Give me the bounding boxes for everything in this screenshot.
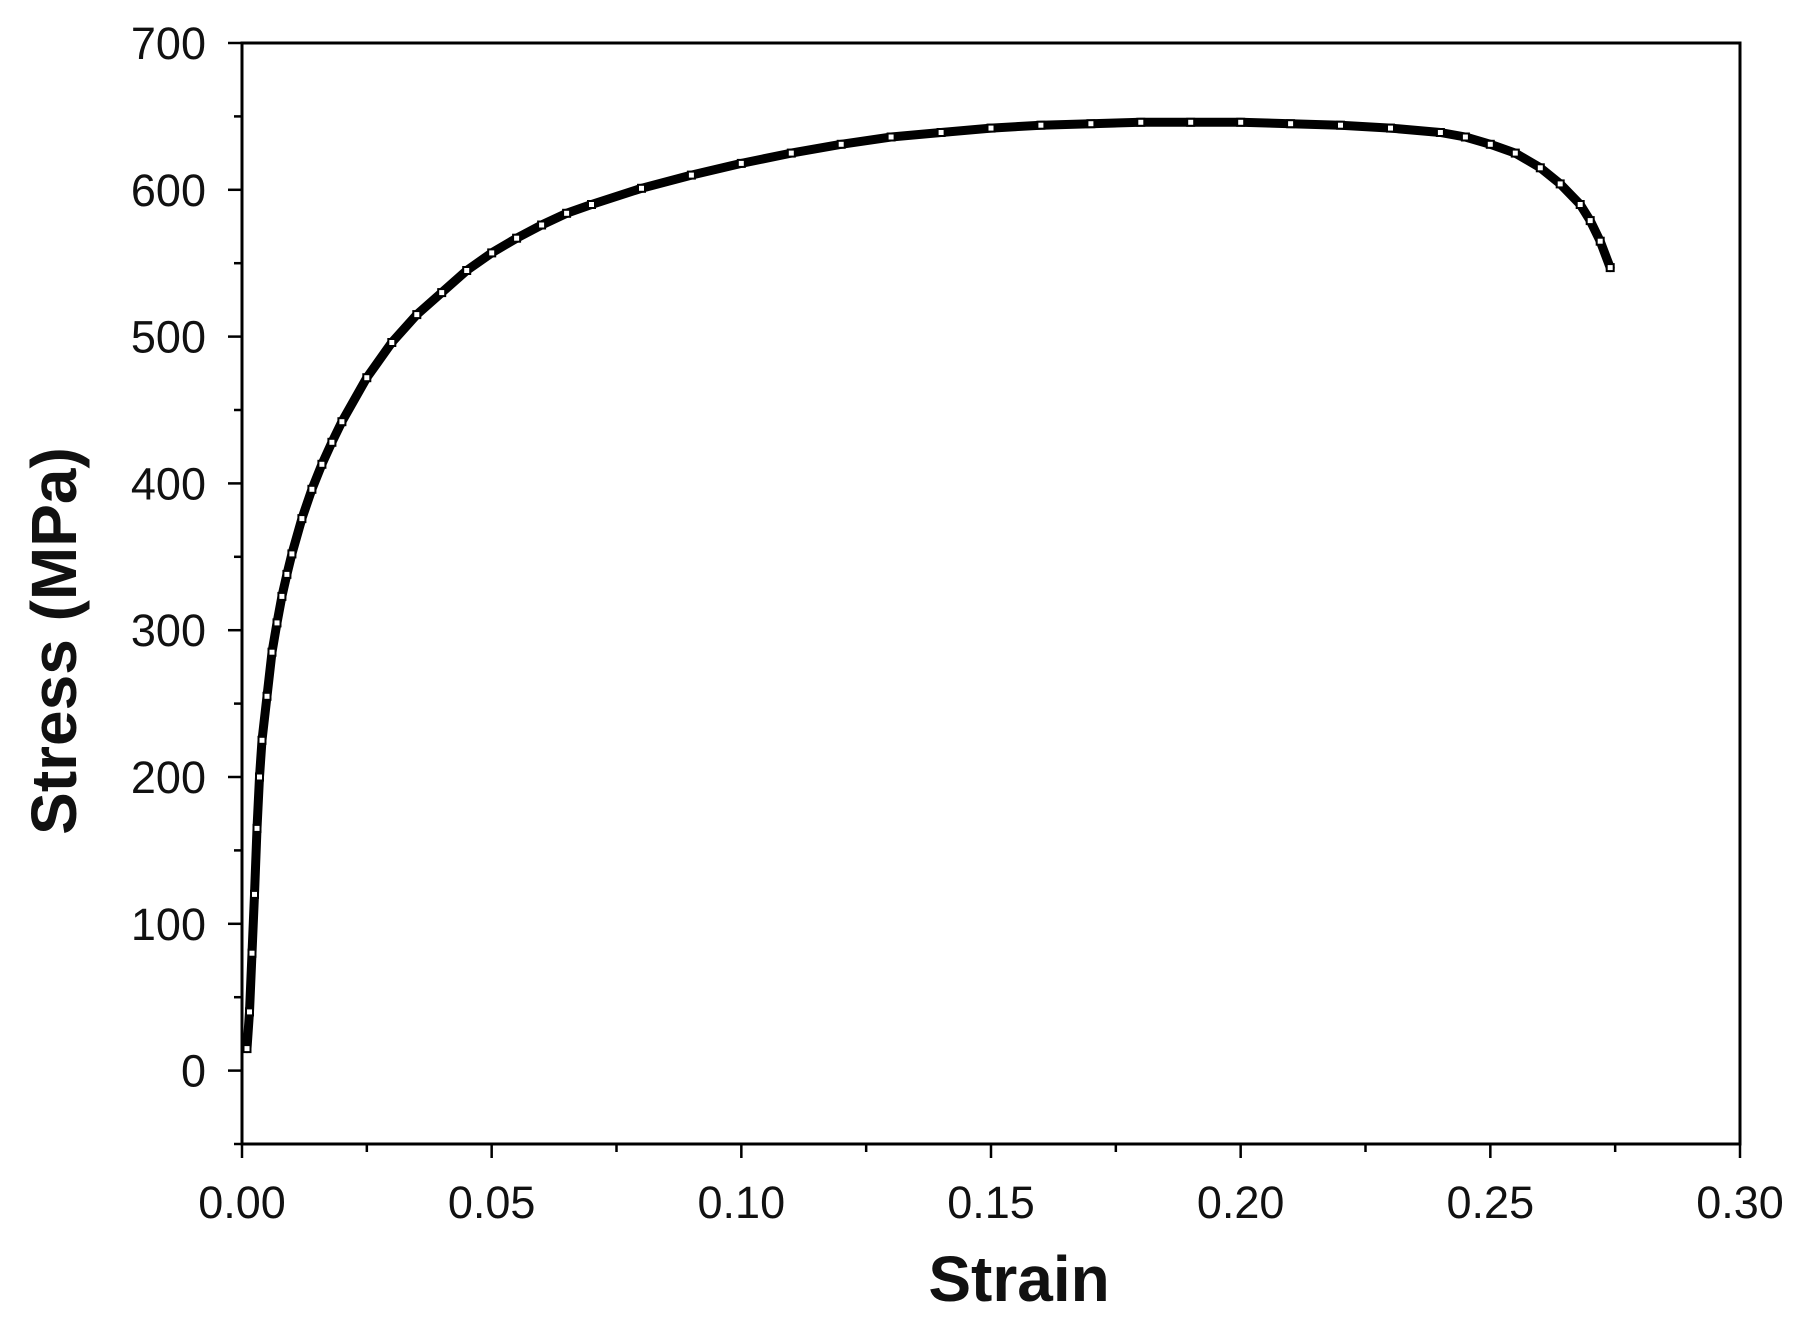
y-tick-label: 600 bbox=[131, 165, 206, 216]
data-point bbox=[277, 591, 287, 601]
data-point bbox=[1555, 179, 1565, 189]
x-axis-tick-labels: 0.00 0.05 0.10 0.15 0.20 0.25 0.30 bbox=[198, 1177, 1784, 1228]
y-axis-ticks bbox=[228, 41, 242, 1146]
data-point bbox=[462, 266, 472, 275]
plot-frame bbox=[240, 41, 1742, 1146]
data-point bbox=[287, 549, 297, 559]
data-point bbox=[327, 437, 337, 447]
x-tick-label: 0.15 bbox=[947, 1177, 1035, 1228]
data-point bbox=[1575, 200, 1585, 209]
x-tick-label: 0.05 bbox=[448, 1177, 536, 1228]
data-point bbox=[637, 183, 646, 193]
data-point bbox=[562, 208, 572, 218]
data-point bbox=[1535, 163, 1545, 173]
series-trace bbox=[242, 117, 1615, 1054]
x-tick-label: 0.00 bbox=[198, 1177, 286, 1228]
data-point bbox=[247, 948, 257, 958]
data-point bbox=[267, 647, 277, 657]
x-tick-label: 0.10 bbox=[698, 1177, 786, 1228]
y-tick-label: 0 bbox=[181, 1046, 206, 1097]
data-point bbox=[262, 691, 272, 701]
data-point bbox=[1386, 123, 1395, 133]
data-point bbox=[986, 123, 996, 133]
data-point bbox=[252, 823, 262, 833]
data-point bbox=[255, 772, 264, 782]
data-point bbox=[1485, 139, 1495, 149]
data-point bbox=[537, 220, 547, 230]
data-point bbox=[307, 484, 317, 494]
x-tick-label: 0.20 bbox=[1197, 1177, 1285, 1228]
data-point bbox=[242, 1044, 252, 1054]
data-point bbox=[257, 735, 267, 745]
data-point bbox=[1336, 120, 1345, 130]
data-point bbox=[487, 248, 497, 258]
data-point bbox=[886, 132, 896, 142]
data-point bbox=[587, 200, 596, 209]
data-point bbox=[362, 373, 372, 383]
data-point bbox=[1585, 216, 1595, 226]
x-tick-label: 0.25 bbox=[1447, 1177, 1535, 1228]
data-point bbox=[1236, 117, 1246, 127]
x-axis-ticks bbox=[240, 1144, 1742, 1158]
data-point bbox=[297, 514, 307, 524]
data-point bbox=[245, 1007, 254, 1017]
data-point bbox=[387, 338, 397, 347]
y-tick-label: 400 bbox=[131, 458, 206, 509]
y-axis-title: Stress (MPa) bbox=[18, 447, 90, 835]
data-point bbox=[786, 148, 796, 158]
y-tick-label: 200 bbox=[131, 752, 206, 803]
data-point bbox=[512, 233, 522, 243]
data-point bbox=[1286, 119, 1296, 129]
data-point bbox=[272, 618, 282, 628]
data-point bbox=[1510, 148, 1520, 158]
data-point bbox=[1435, 128, 1445, 137]
data-point bbox=[250, 889, 259, 899]
data-point bbox=[412, 310, 422, 320]
data-point bbox=[1036, 120, 1046, 130]
data-point bbox=[836, 139, 846, 149]
x-tick-label: 0.30 bbox=[1696, 1177, 1784, 1228]
data-point bbox=[1460, 132, 1470, 142]
data-point bbox=[1186, 117, 1196, 127]
x-axis-title: Strain bbox=[928, 1243, 1109, 1315]
data-point bbox=[736, 158, 746, 168]
data-point bbox=[1136, 117, 1146, 127]
data-point bbox=[437, 288, 447, 298]
data-point bbox=[337, 417, 347, 427]
y-tick-label: 300 bbox=[131, 605, 206, 656]
y-tick-label: 100 bbox=[131, 899, 206, 950]
data-point bbox=[686, 170, 696, 180]
data-series bbox=[242, 117, 1615, 1054]
data-point bbox=[1595, 236, 1605, 246]
data-point bbox=[1086, 119, 1096, 129]
data-point bbox=[936, 128, 946, 137]
y-tick-label: 500 bbox=[131, 312, 206, 363]
data-point bbox=[317, 459, 327, 469]
y-axis-tick-labels: 0 100 200 300 400 500 600 700 bbox=[131, 18, 206, 1097]
data-point bbox=[282, 569, 292, 579]
y-tick-label: 700 bbox=[131, 18, 206, 69]
data-point bbox=[1605, 263, 1615, 273]
